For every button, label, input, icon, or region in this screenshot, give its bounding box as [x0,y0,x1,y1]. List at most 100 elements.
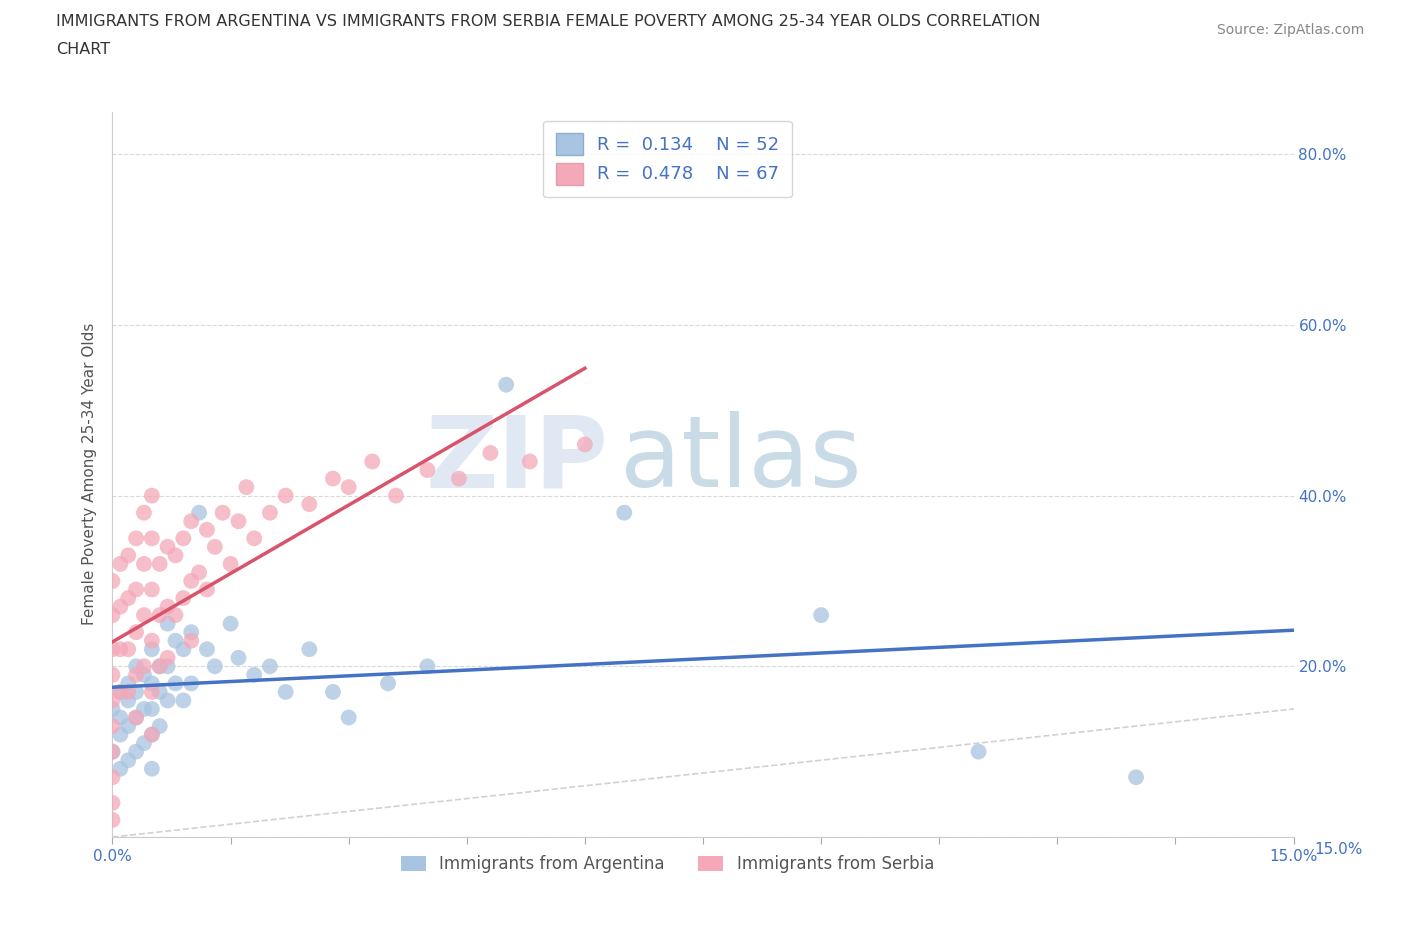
Point [165,633,187,648]
Point [101,813,124,828]
Point [117,719,139,734]
Point [132,736,155,751]
Point [132,607,155,622]
Text: 15.0%: 15.0% [1315,842,1362,857]
Legend: Immigrants from Argentina, Immigrants from Serbia: Immigrants from Argentina, Immigrants fr… [395,848,941,880]
Point [141,727,163,742]
Point [243,668,266,683]
Point [180,676,202,691]
Point [180,513,202,528]
Point [156,658,179,673]
Point [101,744,124,759]
Point [125,711,148,725]
Point [149,719,172,734]
Point [117,642,139,657]
Point [101,642,124,657]
Text: Source: ZipAtlas.com: Source: ZipAtlas.com [1216,23,1364,37]
Point [259,505,281,520]
Point [479,445,502,460]
Point [110,599,132,614]
Point [117,591,139,605]
Point [156,599,179,614]
Point [298,497,321,512]
Point [1125,770,1147,785]
Point [172,591,194,605]
Text: IMMIGRANTS FROM ARGENTINA VS IMMIGRANTS FROM SERBIA FEMALE POVERTY AMONG 25-34 Y: IMMIGRANTS FROM ARGENTINA VS IMMIGRANTS … [56,14,1040,29]
Point [204,658,226,673]
Point [188,505,211,520]
Point [235,480,257,495]
Point [149,658,172,673]
Point [156,650,179,665]
Point [125,582,148,597]
Point [110,711,132,725]
Point [110,556,132,571]
Point [125,658,148,673]
Point [495,378,517,392]
Point [172,693,194,708]
Text: atlas: atlas [620,411,862,509]
Point [117,548,139,563]
Point [810,607,832,622]
Point [125,531,148,546]
Point [101,795,124,810]
Point [141,582,163,597]
Point [180,633,202,648]
Point [149,607,172,622]
Point [322,684,344,699]
Point [101,701,124,716]
Point [132,701,155,716]
Point [125,625,148,640]
Point [416,462,439,477]
Point [259,658,281,673]
Point [101,770,124,785]
Point [219,556,242,571]
Point [156,617,179,631]
Point [125,711,148,725]
Point [165,676,187,691]
Point [141,684,163,699]
Point [447,472,470,486]
Point [141,633,163,648]
Point [141,676,163,691]
Point [125,668,148,683]
Point [125,684,148,699]
Point [377,676,399,691]
Point [204,539,226,554]
Point [141,488,163,503]
Point [385,488,408,503]
Point [613,505,636,520]
Point [322,472,344,486]
Point [228,513,250,528]
Point [117,684,139,699]
Point [243,531,266,546]
Point [125,744,148,759]
Point [101,607,124,622]
Point [156,539,179,554]
Point [117,676,139,691]
Point [149,684,172,699]
Point [132,505,155,520]
Point [219,617,242,631]
Point [195,642,218,657]
Point [132,668,155,683]
Point [228,650,250,665]
Point [274,684,297,699]
Point [132,658,155,673]
Point [180,574,202,589]
Point [101,744,124,759]
Text: CHART: CHART [56,42,110,57]
Point [337,480,360,495]
Point [337,711,360,725]
Point [361,454,384,469]
Point [165,607,187,622]
Point [416,658,439,673]
Point [141,727,163,742]
Point [101,719,124,734]
Point [110,727,132,742]
Y-axis label: Female Poverty Among 25-34 Year Olds: Female Poverty Among 25-34 Year Olds [82,323,97,626]
Point [110,684,132,699]
Point [141,531,163,546]
Point [101,574,124,589]
Point [156,693,179,708]
